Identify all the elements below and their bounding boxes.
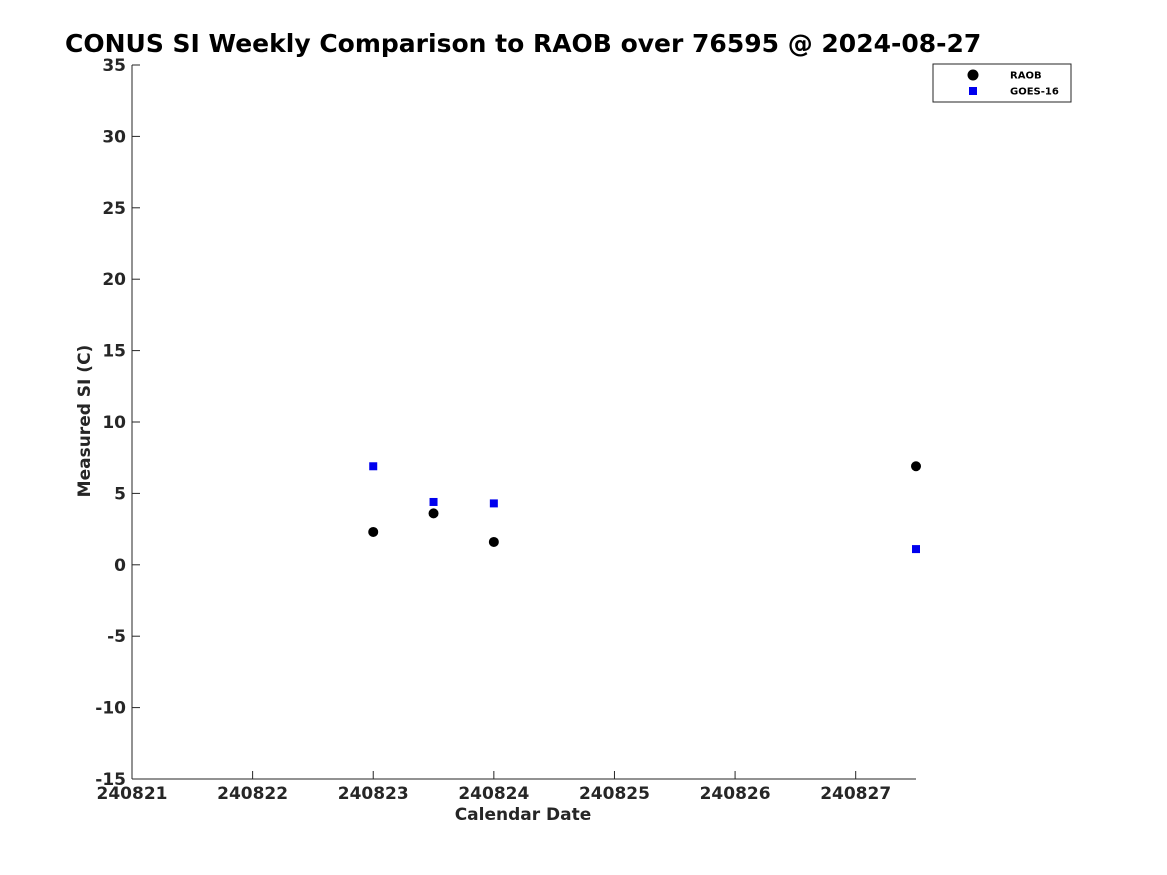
plot-axes: -15 -10 -5 0 5 10 15 20 25 30 35 240821 240822 240823…	[95, 56, 916, 804]
plot-marks	[368, 461, 921, 554]
goes-16-point	[912, 545, 920, 554]
x-axis-label: Calendar Date	[455, 805, 592, 825]
x-tick-label: 240821	[97, 784, 168, 804]
x-tick-label: 240822	[217, 784, 288, 804]
y-tick-label: -5	[107, 627, 126, 647]
legend: RAOB GOES-16	[932, 63, 1072, 103]
goes-16-point	[369, 462, 378, 471]
y-tick-label: -15	[95, 770, 126, 790]
y-tick-label: 30	[102, 127, 126, 147]
goes-16-point	[489, 499, 498, 508]
legend-box	[932, 63, 1072, 103]
y-tick-label: 10	[102, 413, 126, 433]
y-tick-label: 25	[102, 199, 126, 219]
x-tick-label: 240824	[458, 784, 529, 804]
raob-point	[488, 536, 499, 547]
y-tick-label: 0	[114, 556, 126, 576]
legend-marker-raob	[967, 69, 979, 81]
y-tick-label: 15	[102, 342, 126, 362]
raob-point	[368, 526, 379, 537]
y-tick-label: 35	[102, 56, 126, 76]
y-tick-label: -10	[95, 699, 126, 719]
y-tick-label: 20	[102, 270, 126, 290]
legend-label-goes-16: GOES-16	[1010, 87, 1059, 98]
x-tick-label: 240825	[579, 784, 650, 804]
raob-point	[428, 508, 439, 519]
legend-label-raob: RAOB	[1010, 71, 1042, 82]
goes-16-point	[429, 497, 438, 506]
raob-point	[911, 461, 921, 472]
y-tick-label: 5	[114, 484, 126, 504]
legend-marker-goes-16	[969, 87, 977, 95]
x-tick-label: 240826	[700, 784, 771, 804]
chart-title: CONUS SI Weekly Comparison to RAOB over …	[65, 29, 981, 58]
x-tick-label: 240827	[820, 784, 891, 804]
x-tick-label: 240823	[338, 784, 409, 804]
y-axis-label: Measured SI (C)	[75, 345, 95, 498]
